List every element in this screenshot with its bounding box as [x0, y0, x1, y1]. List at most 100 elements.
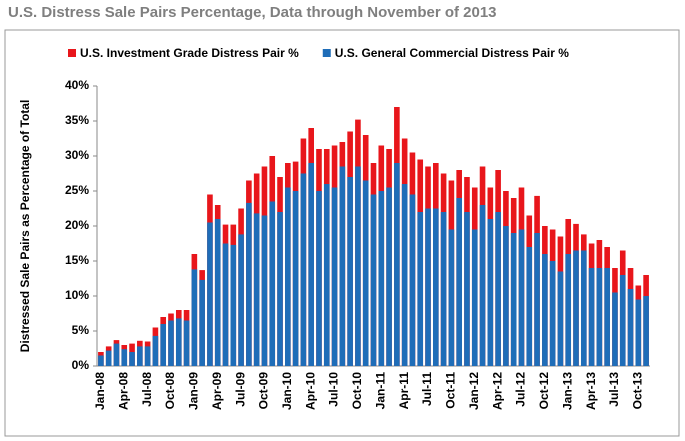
bar [168, 320, 174, 366]
bar [316, 191, 322, 366]
bar [378, 191, 385, 366]
x-tick-label: Apr-09 [210, 372, 224, 410]
bar [121, 349, 128, 366]
bar [214, 219, 221, 366]
y-tick-label: 35% [65, 113, 89, 127]
bar [510, 233, 517, 366]
legend-swatch [68, 49, 76, 57]
x-tick-label: Apr-11 [397, 372, 411, 410]
bar [129, 352, 135, 366]
x-tick-label: Oct-08 [163, 372, 177, 410]
bar [557, 271, 564, 366]
x-tick-label: Jan-09 [187, 372, 201, 410]
chart-title: U.S. Distress Sale Pairs Percentage, Dat… [8, 4, 497, 21]
x-tick-label: Jul-09 [233, 372, 247, 407]
bar [175, 318, 182, 366]
bar [464, 212, 470, 366]
bar [339, 166, 346, 366]
x-tick-label: Jul-12 [514, 372, 528, 407]
bar [542, 254, 548, 366]
bar [612, 292, 618, 366]
x-tick-label: Oct-10 [350, 372, 364, 410]
bar [323, 184, 330, 366]
bar [495, 212, 501, 366]
bar [137, 346, 143, 366]
bar [199, 279, 205, 366]
x-tick-label: Apr-10 [303, 372, 317, 410]
x-tick-label: Oct-13 [630, 372, 644, 410]
x-tick-label: Jan-13 [560, 372, 574, 410]
bar [355, 166, 361, 366]
bar [347, 177, 353, 366]
bar [331, 187, 338, 366]
legend-label: U.S. Investment Grade Distress Pair % [80, 46, 299, 60]
bar [643, 296, 649, 366]
bar [456, 198, 462, 366]
bar [471, 229, 478, 366]
x-tick-label: Apr-13 [584, 372, 598, 410]
bar [417, 212, 424, 366]
bar [386, 187, 392, 366]
y-tick-label: 30% [65, 148, 89, 162]
bar [222, 243, 229, 366]
x-tick-label: Jan-08 [93, 372, 107, 410]
bar [105, 350, 112, 366]
bar [394, 163, 400, 366]
x-tick-label: Apr-12 [490, 372, 504, 410]
x-tick-label: Apr-08 [116, 372, 130, 410]
bar [534, 233, 540, 366]
y-axis-label: Distressed Sale Pairs as Percentage of T… [18, 100, 32, 353]
bar [619, 275, 626, 366]
bar [261, 215, 268, 366]
y-tick-label: 10% [65, 288, 89, 302]
legend-swatch [322, 49, 331, 57]
bar [269, 201, 276, 366]
bar [588, 268, 595, 366]
bar [238, 234, 244, 366]
bar [565, 254, 572, 366]
bar [183, 320, 190, 366]
x-tick-label: Oct-11 [444, 372, 458, 409]
y-tick-label: 25% [65, 183, 89, 197]
x-tick-label: Jul-11 [420, 372, 434, 406]
x-tick-label: Jul-08 [140, 372, 154, 407]
bar [113, 343, 120, 366]
bar [635, 299, 642, 366]
bar [308, 163, 314, 366]
bar [98, 355, 104, 366]
bar [160, 324, 167, 366]
bar [370, 194, 377, 366]
bar [503, 226, 509, 366]
bar [604, 268, 610, 366]
bar [246, 202, 252, 366]
bar [596, 268, 603, 366]
x-tick-label: Oct-09 [257, 372, 271, 410]
y-tick-label: 15% [65, 253, 89, 267]
x-tick-label: Oct-12 [537, 372, 551, 410]
bar [580, 250, 587, 366]
x-tick-label: Jan-10 [280, 372, 294, 410]
bar [425, 208, 431, 366]
x-tick-label: Jul-10 [327, 372, 341, 407]
bar [549, 261, 556, 366]
y-tick-label: 5% [72, 323, 90, 337]
bar [448, 229, 455, 366]
bar [152, 335, 159, 366]
bar [433, 208, 439, 366]
x-tick-label: Jul-13 [607, 372, 621, 407]
bar [573, 250, 579, 366]
y-tick-label: 40% [65, 78, 89, 92]
bar [487, 219, 494, 366]
bar [401, 184, 408, 366]
bar [230, 244, 237, 366]
bar [300, 173, 307, 366]
bar [526, 247, 533, 366]
bar [191, 269, 198, 366]
bar [479, 205, 486, 366]
bar [277, 212, 283, 366]
bar [292, 191, 299, 366]
x-tick-label: Jan-11 [373, 372, 387, 410]
bar [627, 289, 634, 366]
bar [409, 194, 416, 366]
